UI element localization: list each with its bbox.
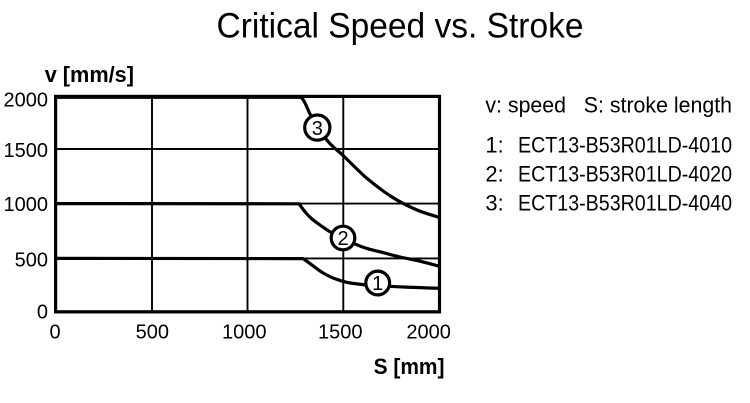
svg-text:1000: 1000 — [222, 322, 267, 344]
svg-text:500: 500 — [136, 322, 169, 344]
svg-text:0: 0 — [37, 301, 48, 323]
svg-text:1: 1 — [372, 273, 383, 295]
svg-text:500: 500 — [15, 249, 48, 271]
svg-text:2000: 2000 — [406, 322, 451, 344]
svg-text:2000: 2000 — [4, 89, 49, 111]
svg-text:2:: 2: — [485, 162, 503, 187]
svg-text:v: speed S: stroke length: v: speed S: stroke length — [485, 93, 732, 118]
svg-text:0: 0 — [49, 322, 60, 344]
svg-text:2: 2 — [337, 228, 348, 250]
svg-text:ECT13-B53R01LD-4010: ECT13-B53R01LD-4010 — [518, 133, 732, 158]
svg-text:ECT13-B53R01LD-4040: ECT13-B53R01LD-4040 — [518, 191, 732, 216]
svg-text:ECT13-B53R01LD-4020: ECT13-B53R01LD-4020 — [518, 162, 732, 187]
svg-text:1000: 1000 — [4, 194, 49, 216]
svg-text:S [mm]: S [mm] — [374, 354, 445, 379]
svg-text:1:: 1: — [485, 133, 503, 158]
svg-text:1500: 1500 — [4, 140, 49, 162]
svg-text:1500: 1500 — [318, 322, 363, 344]
svg-text:v [mm/s]: v [mm/s] — [45, 62, 134, 87]
svg-text:Critical Speed vs. Stroke: Critical Speed vs. Stroke — [217, 5, 584, 45]
svg-text:3: 3 — [312, 118, 323, 140]
svg-text:3:: 3: — [485, 191, 503, 216]
